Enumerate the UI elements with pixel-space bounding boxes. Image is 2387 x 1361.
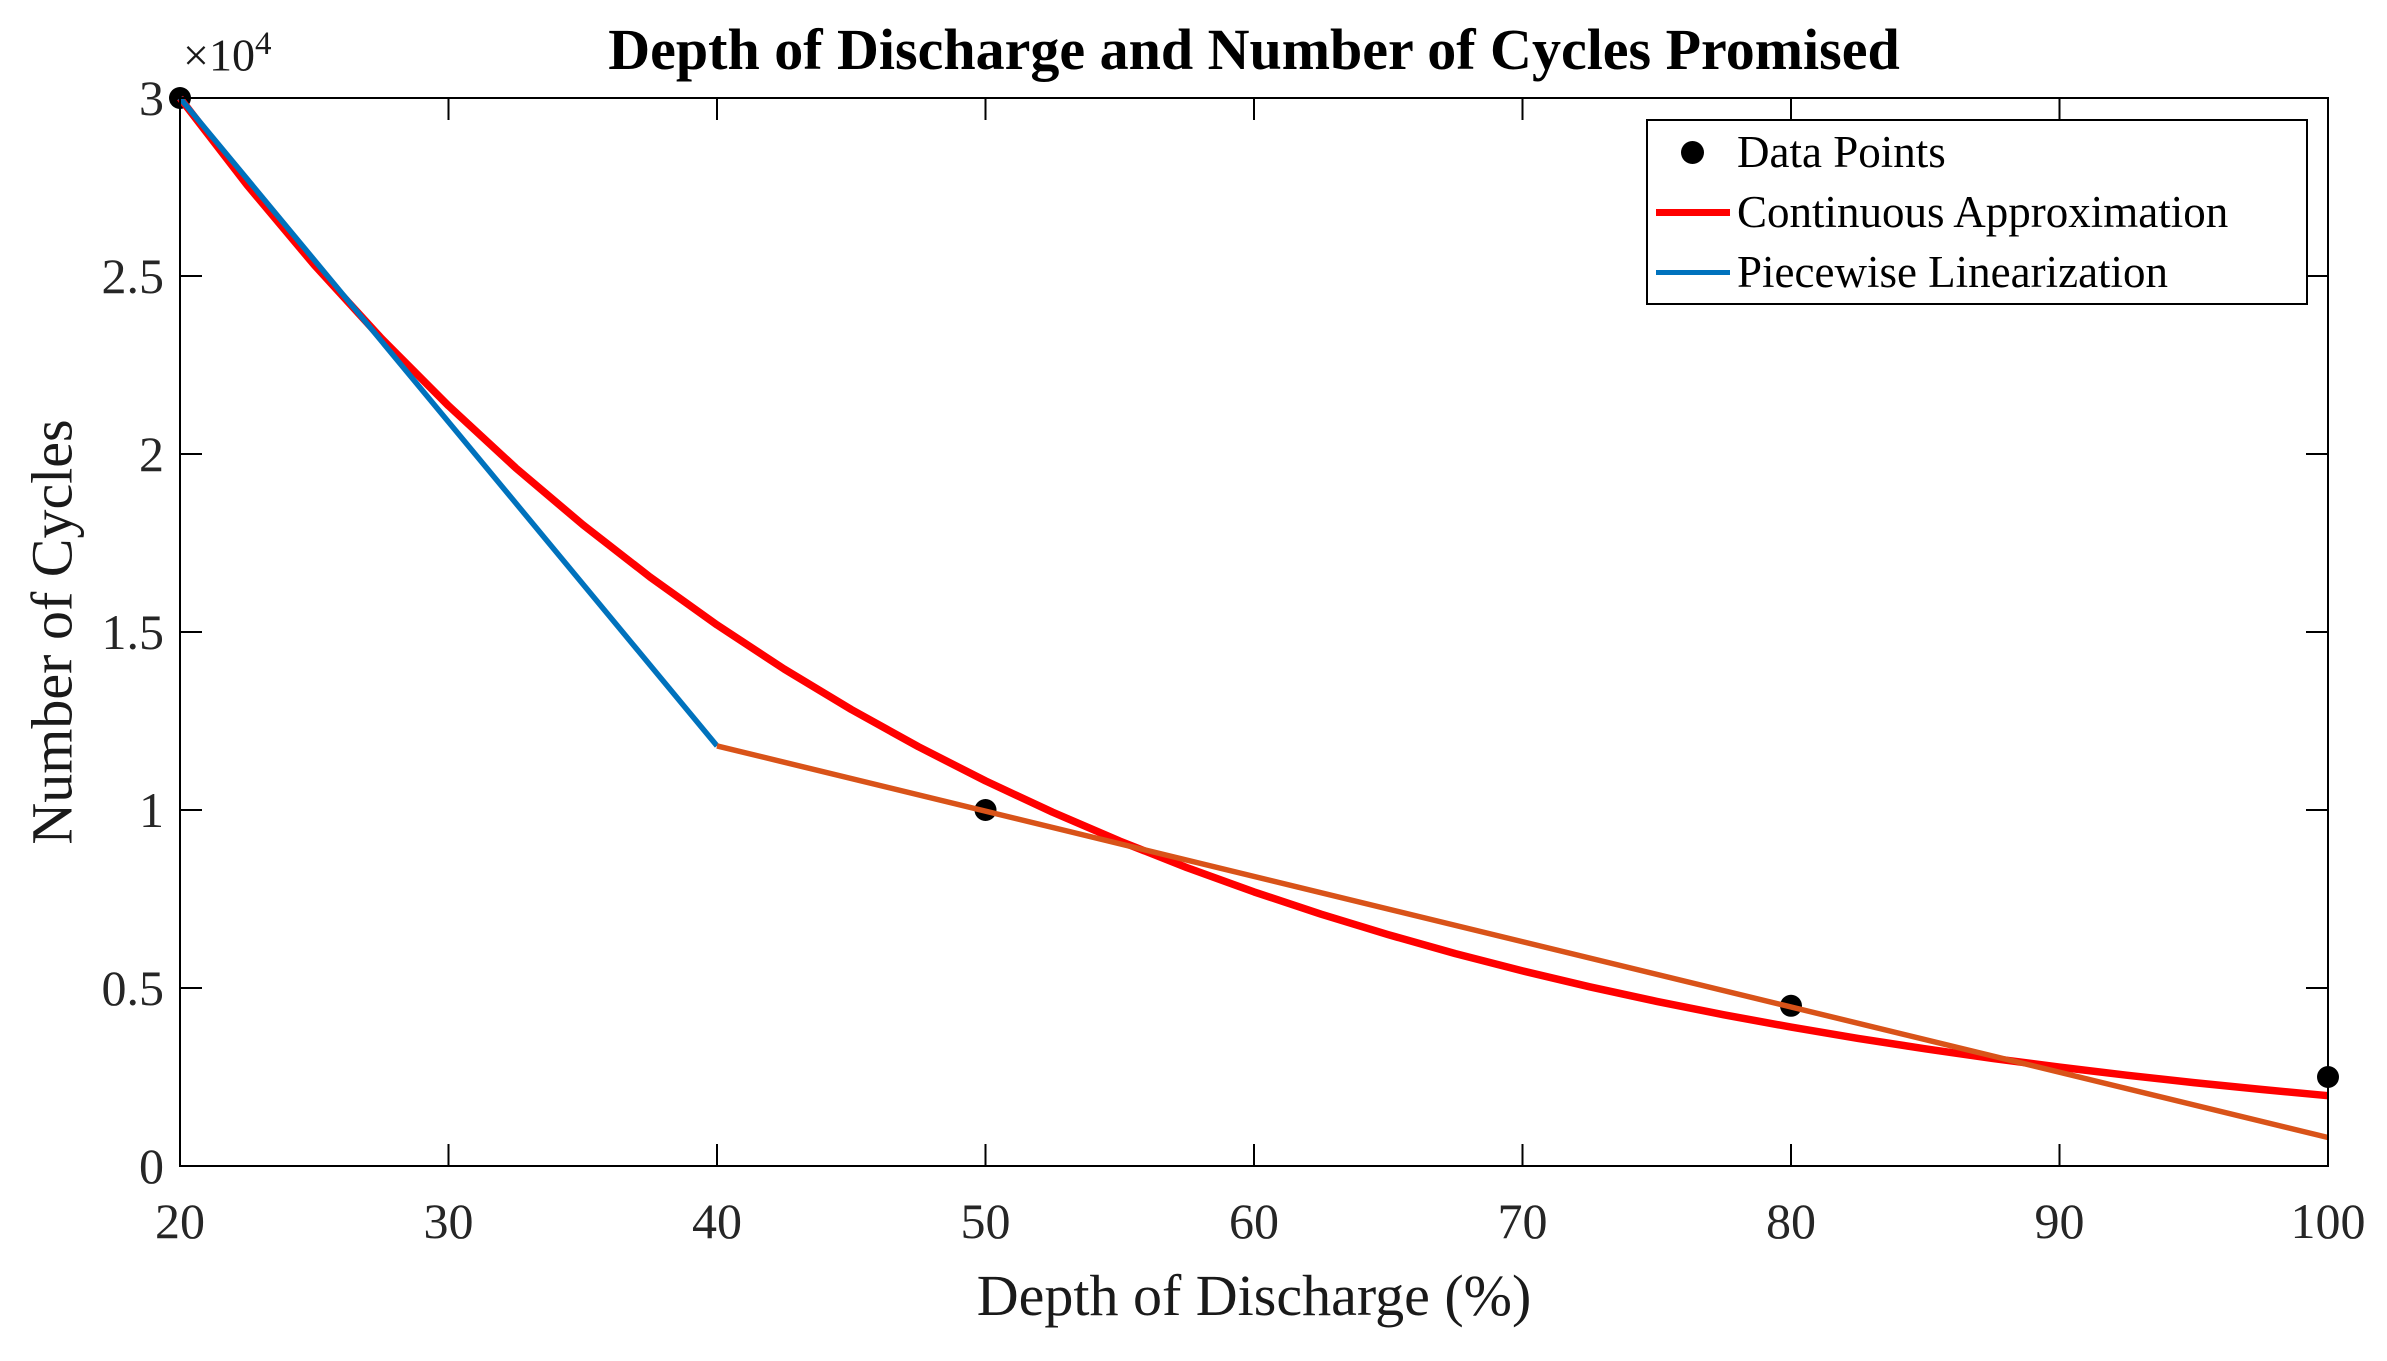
x-tick-label: 20 [155,1193,205,1249]
piecewise-linearization-line-icon [1655,269,1730,275]
y-tick-label: 3 [139,70,164,126]
legend-row-data-points: Data Points [1648,122,2306,182]
legend-label-continuous-approximation: Continuous Approximation [1737,187,2229,237]
y-tick-label: 0.5 [102,960,165,1016]
y-tick-label: 1 [139,782,164,838]
x-tick-label: 60 [1229,1193,1279,1249]
y-tick-label: 0 [139,1138,164,1194]
y-tick-label: 2.5 [102,248,165,304]
legend-row-piecewise-linearization: Piecewise Linearization [1648,242,2306,302]
x-tick-label: 40 [692,1193,742,1249]
y-tick-label: 1.5 [102,604,165,660]
y-tick-label: 2 [139,426,164,482]
x-tick-label: 90 [2035,1193,2085,1249]
continuous-approximation-line [177,95,2329,1100]
x-tick-label: 50 [961,1193,1011,1249]
y-axis-multiplier: ×104 [183,26,271,81]
legend-label-data-points: Data Points [1737,127,1946,177]
y-axis-multiplier-exponent: 4 [254,26,272,62]
x-axis-label: Depth of Discharge (%) [976,1263,1532,1328]
y-axis-label: Number of Cycles [19,419,85,845]
piecewise-linearization-segment-1--line [177,96,720,748]
x-tick-label: 70 [1498,1193,1548,1249]
continuous-approximation-line-icon [1655,208,1730,216]
data-points-marker-icon [1681,140,1704,164]
legend-row-continuous-approximation: Continuous Approximation [1648,182,2306,242]
x-tick-label: 100 [2291,1193,2366,1249]
x-tick-label: 80 [1766,1193,1816,1249]
x-tick-label: 30 [424,1193,474,1249]
y-axis-multiplier-base: ×10 [183,29,255,81]
legend-label-piecewise-linearization: Piecewise Linearization [1737,247,2169,297]
piecewise-linearization-segment-2--line [716,743,2329,1141]
legend: Data Points Continuous Approximation Pie… [1646,119,2308,305]
chart-title: Depth of Discharge and Number of Cycles … [608,17,1900,82]
